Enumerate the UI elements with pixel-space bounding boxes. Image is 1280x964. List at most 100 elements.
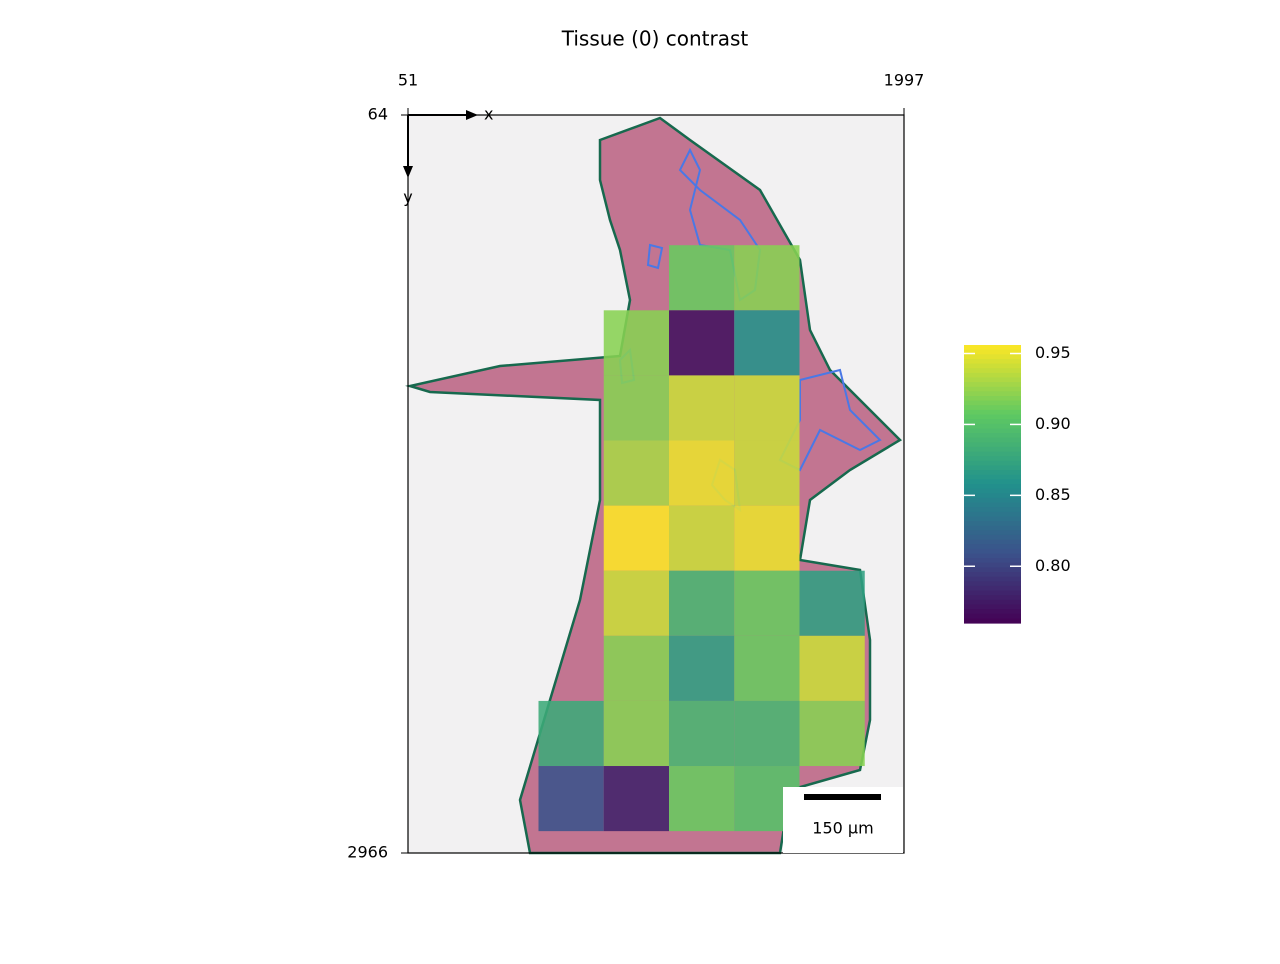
colorbar-step [964, 618, 1021, 624]
colorbar-step [964, 433, 1021, 439]
colorbar-step [964, 409, 1021, 416]
cell [734, 310, 800, 376]
scalebar [804, 794, 881, 800]
colorbar-step [964, 511, 1021, 518]
colorbar-step [964, 442, 1021, 448]
colorbar-step [964, 604, 1021, 610]
colorbar-step [964, 613, 1021, 619]
colorbar-step [964, 395, 1021, 402]
colorbar-step [964, 553, 1021, 559]
y-tick-label: 2966 [347, 843, 388, 862]
colorbar-tick-label: 0.85 [1035, 485, 1071, 504]
colorbar-step [964, 354, 1021, 360]
cell [799, 700, 865, 767]
colorbar-step [964, 530, 1021, 536]
colorbar-step [964, 567, 1021, 573]
colorbar-step [964, 419, 1021, 425]
contour [646, 243, 664, 270]
colorbar-step [964, 372, 1021, 379]
colorbar-step [964, 437, 1021, 443]
colorbar-step [964, 349, 1021, 355]
cell [603, 700, 669, 767]
colorbar-step [964, 539, 1021, 545]
cell [668, 375, 735, 441]
cell [668, 310, 735, 376]
cell [734, 635, 800, 701]
cell [538, 766, 604, 832]
colorbar-step [964, 386, 1021, 392]
colorbar-step [964, 599, 1021, 606]
colorbar-step [964, 465, 1021, 471]
colorbar-step [964, 414, 1021, 420]
cell [734, 440, 800, 506]
cell [799, 570, 865, 636]
colorbar-step [964, 391, 1021, 397]
y-tick-label: 64 [368, 105, 388, 124]
colorbar-step [964, 345, 1021, 351]
colorbar-step [964, 521, 1021, 527]
colorbar-step [964, 423, 1021, 429]
colorbar-step [964, 516, 1021, 522]
heatmap [538, 245, 865, 832]
cell [668, 245, 735, 311]
colorbar-step [964, 363, 1021, 369]
colorbar-tick-label: 0.95 [1035, 343, 1071, 362]
y-arrow-head [403, 166, 413, 178]
cell [603, 766, 669, 832]
x-axis-label: x [484, 105, 493, 124]
x-tick-label: 51 [398, 71, 418, 90]
colorbar-step [964, 525, 1021, 531]
colorbar-step [964, 507, 1021, 513]
colorbar-step [964, 446, 1021, 453]
colorbar-step [964, 581, 1021, 587]
colorbar-step [964, 377, 1021, 383]
cell [603, 505, 669, 571]
colorbar-step [964, 590, 1021, 596]
colorbar-step [964, 544, 1021, 550]
colorbar-tick-label: 0.90 [1035, 414, 1071, 433]
cell [538, 700, 604, 767]
colorbar-step [964, 502, 1021, 508]
colorbar-step [964, 609, 1021, 615]
colorbar-step [964, 358, 1021, 365]
cell [603, 635, 669, 701]
x-arrow-head [466, 110, 478, 120]
cell [734, 245, 800, 311]
cell [668, 570, 735, 636]
colorbar-step [964, 534, 1021, 541]
colorbar-step [964, 479, 1021, 485]
scalebar-label: 150 µm [812, 819, 873, 838]
cell [603, 375, 669, 441]
colorbar-step [964, 451, 1021, 457]
cell [734, 570, 800, 636]
cell [603, 570, 669, 636]
cell [603, 440, 669, 506]
colorbar-step [964, 460, 1021, 467]
plot-frame [407, 114, 905, 854]
colorbar-step [964, 368, 1021, 374]
cell [734, 505, 800, 571]
colorbar-step [964, 470, 1021, 476]
cell [668, 440, 735, 506]
colorbar-step [964, 456, 1021, 462]
colorbar-step [964, 562, 1021, 568]
colorbar-step [964, 474, 1021, 480]
colorbar-tick-label: 0.80 [1035, 556, 1071, 575]
colorbar-step [964, 488, 1021, 494]
colorbar-step [964, 405, 1021, 411]
x-tick-label: 1997 [884, 71, 925, 90]
colorbar-step [964, 572, 1021, 578]
colorbar-step [964, 493, 1021, 499]
colorbar-step [964, 497, 1021, 504]
chart-title: Tissue (0) contrast [561, 27, 749, 51]
colorbar-step [964, 382, 1021, 388]
colorbar-step [964, 576, 1021, 582]
cell [668, 505, 735, 571]
colorbar-step [964, 484, 1021, 490]
cell [799, 635, 865, 701]
colorbar-step [964, 595, 1021, 601]
colorbar-step [964, 548, 1021, 555]
cell [734, 700, 800, 767]
colorbar-step [964, 558, 1021, 564]
